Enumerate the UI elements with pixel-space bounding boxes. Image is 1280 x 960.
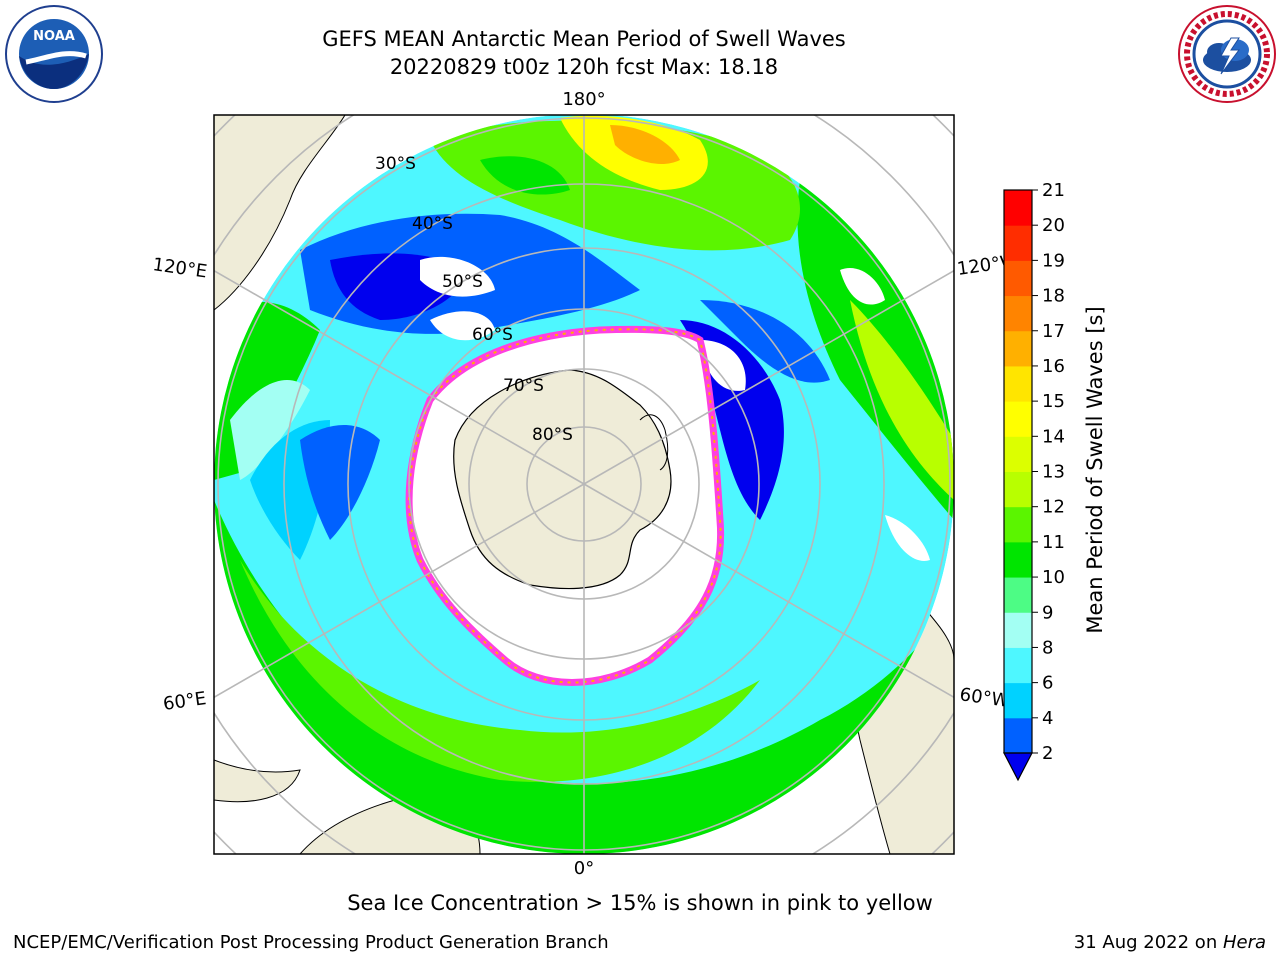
colorbar-tick-label: 12 (1042, 497, 1065, 518)
footer-date-text: 31 Aug 2022 on (1073, 932, 1223, 953)
colorbar-tick-label: 6 (1042, 673, 1053, 694)
colorbar-tick-label: 4 (1042, 708, 1053, 729)
lat-label-80s: 80°S (532, 425, 573, 445)
nws-logo (1178, 5, 1276, 103)
land-australia (214, 115, 346, 311)
lat-label-60s: 60°S (472, 325, 513, 345)
colorbar: 2 4 6 8 9 10 11 12 13 14 15 16 17 18 19 20 21 Mean Perio… (1003, 180, 1107, 782)
caption: Sea Ice Concentration > 15% is shown in … (347, 891, 933, 915)
colorbar-segment (1004, 541, 1032, 578)
colorbar-segment (1004, 260, 1032, 297)
lon-label-180: 180° (562, 89, 605, 110)
map-subtitle: 20220829 t00z 120h fcst Max: 18.18 (389, 55, 779, 79)
colorbar-segment (1004, 295, 1032, 332)
colorbar-segment (1004, 577, 1032, 613)
colorbar-tick-label: 17 (1042, 321, 1065, 342)
lat-label-70s: 70°S (503, 376, 544, 396)
colorbar-segment (1004, 330, 1032, 367)
lat-label-30s: 30°S (375, 154, 416, 174)
colorbar-segment (1004, 190, 1032, 226)
colorbar-tick-label: 9 (1042, 602, 1053, 623)
noaa-logo: NOAA (5, 5, 103, 103)
colorbar-tick-label: 2 (1042, 743, 1053, 764)
colorbar-tick-label: 21 (1042, 180, 1065, 201)
colorbar-tick-label: 10 (1042, 567, 1065, 588)
graticule (214, 115, 954, 854)
colorbar-tick-label: 8 (1042, 637, 1053, 658)
colorbar-tick-label: 18 (1042, 286, 1065, 307)
colorbar-tick-label: 15 (1042, 391, 1065, 412)
lat-label-40s: 40°S (412, 214, 453, 234)
colorbar-tick-label: 14 (1042, 426, 1065, 447)
colorbar-segment (1004, 506, 1032, 543)
colorbar-extend-triangle (1003, 752, 1033, 782)
colorbar-segment (1004, 401, 1032, 437)
colorbar-segment (1004, 682, 1032, 719)
colorbar-segment (1004, 365, 1032, 402)
footer-host: Hera (1222, 932, 1266, 953)
lon-label-120e: 120°E (151, 254, 208, 282)
lon-label-0: 0° (574, 858, 594, 879)
colorbar-segment (1004, 717, 1032, 754)
colorbar-tick-label: 19 (1042, 250, 1065, 271)
colorbar-tick-label: 13 (1042, 462, 1065, 483)
lon-label-60e: 60°E (162, 688, 208, 715)
map-frame (213, 114, 955, 855)
colorbar-tick-label: 11 (1042, 532, 1065, 553)
colorbar-label: Mean Period of Swell Waves [s] (1083, 306, 1107, 633)
colorbar-tick-label: 16 (1042, 356, 1065, 377)
map-title: GEFS MEAN Antarctic Mean Period of Swell… (322, 27, 846, 51)
land-madagascar (214, 759, 301, 803)
colorbar-segment (1004, 612, 1032, 648)
colorbar-segment (1004, 225, 1032, 261)
noaa-logo-text: NOAA (33, 29, 75, 44)
colorbar-tick-label: 20 (1042, 215, 1065, 236)
footer-credit: NCEP/EMC/Verification Post Processing Pr… (13, 932, 609, 953)
colorbar-segment (1004, 436, 1032, 472)
colorbar-segment (1004, 647, 1032, 684)
colorbar-segment (1004, 471, 1032, 508)
footer-date: 31 Aug 2022 on Hera (1074, 932, 1266, 953)
lat-label-50s: 50°S (442, 272, 483, 292)
